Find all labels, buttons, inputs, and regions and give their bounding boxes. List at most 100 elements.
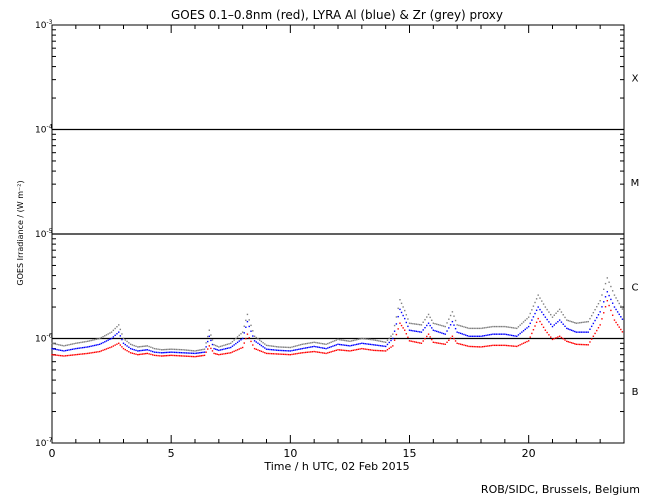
data-point: [272, 349, 275, 351]
data-point: [114, 344, 116, 346]
data-point: [366, 338, 368, 340]
data-point: [415, 330, 418, 333]
data-point: [88, 352, 91, 354]
data-point: [228, 352, 230, 354]
data-point: [255, 348, 257, 351]
data-point: [439, 342, 441, 345]
data-point: [482, 335, 484, 337]
data-point: [184, 352, 186, 354]
data-point: [238, 340, 240, 342]
data-point: [548, 311, 550, 313]
data-point: [105, 334, 108, 336]
data-point: [613, 294, 616, 296]
data-point: [431, 319, 433, 321]
data-point: [542, 303, 545, 305]
data-point: [516, 327, 518, 330]
data-point: [109, 332, 111, 334]
data-point: [390, 346, 392, 348]
data-point: [611, 314, 614, 316]
data-point: [490, 333, 492, 336]
data-point: [173, 348, 176, 351]
data-point: [313, 350, 315, 353]
data-point: [205, 351, 207, 353]
data-point: [553, 337, 555, 340]
data-point: [495, 344, 498, 347]
data-point: [276, 353, 278, 355]
data-point: [53, 348, 55, 350]
data-point: [606, 291, 609, 293]
data-point: [507, 334, 509, 336]
data-point: [151, 354, 154, 356]
data-point: [165, 354, 168, 357]
data-point: [291, 346, 293, 348]
data-point: [270, 345, 273, 347]
data-point: [487, 326, 489, 329]
data-point: [567, 319, 570, 322]
data-point: [182, 349, 184, 351]
data-point: [210, 334, 212, 336]
data-point: [402, 306, 404, 308]
data-point: [71, 348, 74, 350]
data-point: [199, 349, 201, 351]
data-point: [170, 348, 172, 350]
data-point: [167, 354, 169, 357]
data-point: [613, 306, 616, 308]
data-point: [461, 325, 463, 328]
data-point: [427, 313, 430, 316]
data-point: [582, 321, 584, 324]
data-point: [485, 334, 487, 337]
data-point: [325, 352, 327, 355]
data-point: [97, 338, 99, 340]
data-point: [434, 330, 436, 332]
data-point: [463, 344, 465, 346]
data-point: [276, 349, 278, 351]
data-point: [534, 312, 536, 315]
data-point: [458, 343, 460, 345]
data-point: [589, 341, 591, 343]
data-point: [488, 326, 491, 328]
data-point: [437, 323, 440, 326]
data-point: [527, 316, 530, 318]
data-point: [159, 351, 161, 354]
data-point: [85, 340, 87, 343]
data-point: [289, 353, 292, 356]
data-point: [281, 349, 283, 352]
data-point: [364, 348, 366, 350]
data-point: [269, 345, 271, 347]
data-point: [378, 340, 380, 342]
data-point: [381, 345, 383, 347]
data-point: [310, 342, 312, 344]
data-point: [78, 353, 80, 356]
data-point: [362, 348, 365, 350]
data-point: [316, 342, 319, 344]
data-point: [178, 348, 181, 351]
data-point: [289, 350, 292, 352]
data-point: [395, 323, 398, 325]
data-point: [466, 345, 469, 347]
data-point: [323, 352, 326, 354]
data-point: [597, 314, 600, 316]
data-point: [446, 341, 448, 343]
data-point: [264, 352, 266, 354]
data-point: [164, 355, 166, 357]
data-point: [260, 350, 263, 353]
data-point: [214, 348, 217, 350]
data-point: [378, 349, 380, 352]
data-point: [51, 353, 53, 356]
data-point: [441, 332, 443, 334]
data-point: [569, 320, 571, 322]
data-point: [485, 326, 487, 329]
data-point: [408, 329, 411, 331]
data-point: [128, 346, 130, 348]
data-point: [470, 335, 472, 337]
data-point: [468, 335, 470, 337]
data-point: [157, 351, 159, 354]
data-point: [172, 348, 174, 350]
data-point: [310, 346, 312, 348]
data-point: [534, 325, 536, 327]
data-point: [216, 349, 218, 351]
data-point: [340, 349, 343, 351]
data-point: [100, 350, 103, 352]
data-point: [429, 324, 431, 327]
data-point: [510, 334, 513, 337]
